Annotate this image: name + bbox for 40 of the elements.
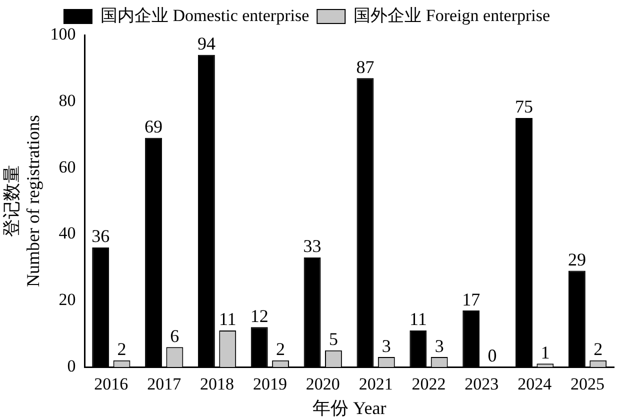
data-label: 2 bbox=[276, 339, 286, 360]
x-tick-label: 2019 bbox=[252, 374, 287, 394]
data-label: 87 bbox=[356, 56, 374, 77]
data-label: 33 bbox=[303, 236, 322, 256]
data-label: 94 bbox=[197, 34, 216, 54]
y-tick-label: 60 bbox=[58, 157, 76, 176]
data-label: 36 bbox=[92, 226, 110, 246]
x-tick-label: 2021 bbox=[358, 374, 393, 394]
data-label: 17 bbox=[462, 289, 480, 310]
data-label: 11 bbox=[218, 309, 236, 330]
data-label: 2 bbox=[117, 339, 126, 360]
data-label: 6 bbox=[170, 326, 180, 346]
data-label: 11 bbox=[409, 309, 427, 330]
data-label: 69 bbox=[144, 116, 163, 137]
y-tick-label: 100 bbox=[50, 24, 76, 44]
y-tick-label: 20 bbox=[58, 290, 76, 310]
legend-label: 国外企业 Foreign enterprise bbox=[354, 6, 550, 25]
y-tick-label: 40 bbox=[58, 224, 76, 243]
legend-label: 国内企业 Domestic enterprise bbox=[100, 6, 310, 25]
data-label: 2 bbox=[594, 339, 603, 360]
y-tick-label: 80 bbox=[58, 90, 76, 110]
data-label: 3 bbox=[434, 336, 444, 356]
data-label: 12 bbox=[250, 306, 268, 326]
x-axis-title: 年份 Year bbox=[312, 398, 386, 418]
x-tick-label: 2022 bbox=[412, 374, 446, 394]
x-tick-label: 2024 bbox=[518, 374, 552, 394]
x-tick-label: 2017 bbox=[147, 374, 182, 394]
data-label: 5 bbox=[328, 329, 338, 350]
x-tick-label: 2016 bbox=[94, 374, 128, 394]
data-label: 1 bbox=[540, 342, 550, 362]
x-tick-label: 2020 bbox=[306, 374, 340, 394]
data-label: 0 bbox=[488, 346, 497, 366]
y-axis-title: 登记数量 Number of registrations bbox=[2, 115, 44, 287]
data-label: 3 bbox=[382, 336, 391, 356]
x-tick-label: 2018 bbox=[200, 374, 234, 394]
x-tick-label: 2025 bbox=[570, 374, 605, 394]
data-label: 75 bbox=[515, 96, 534, 117]
y-tick-label: 0 bbox=[67, 356, 76, 376]
x-tick-label: 2023 bbox=[464, 374, 499, 394]
data-label: 29 bbox=[568, 249, 586, 270]
